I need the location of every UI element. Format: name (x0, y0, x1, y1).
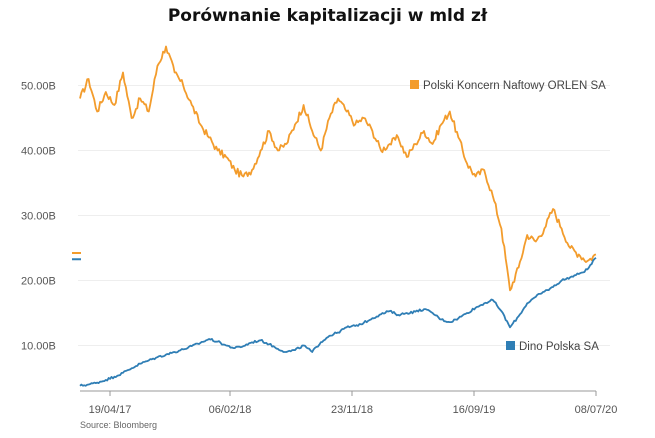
x-tick-label: 23/11/18 (331, 404, 373, 416)
legend-item-dino: Dino Polska SA (506, 341, 599, 353)
last-value-marker-orlen (72, 252, 81, 254)
chart-title: Porównanie kapitalizacji w mld zł (167, 6, 488, 26)
legend: Polski Koncern Naftowy ORLEN SA Dino Pol… (410, 80, 606, 353)
y-axis: 10.00B 20.00B 30.00B 40.00B 50.00B (21, 81, 56, 353)
y-tick-label: 30.00B (21, 211, 56, 223)
source-note: Source: Bloomberg (80, 420, 157, 430)
x-tick-label: 06/02/18 (209, 404, 252, 416)
legend-swatch-dino (506, 341, 515, 350)
series-line-dino (79, 257, 597, 387)
series-line-orlen (79, 45, 597, 292)
y-tick-label: 50.00B (21, 81, 56, 93)
x-tick-label: 08/07/20 (575, 404, 618, 416)
y-tick-label: 10.00B (21, 341, 56, 353)
x-tick-label: 19/04/17 (89, 404, 132, 416)
gridlines (78, 85, 610, 346)
y-tick-label: 20.00B (21, 276, 56, 288)
legend-label-dino: Dino Polska SA (519, 341, 599, 353)
last-value-marker-dino (72, 258, 81, 261)
last-value-markers (72, 252, 81, 261)
legend-label-orlen: Polski Koncern Naftowy ORLEN SA (423, 80, 606, 92)
x-axis-ticks: 19/04/17 06/02/18 23/11/18 16/09/19 08/07/20 (89, 391, 618, 416)
x-tick-label: 16/09/19 (453, 404, 496, 416)
series-group (79, 45, 597, 387)
legend-swatch-orlen (410, 80, 419, 89)
y-tick-label: 40.00B (21, 146, 56, 158)
legend-item-orlen: Polski Koncern Naftowy ORLEN SA (410, 80, 606, 92)
